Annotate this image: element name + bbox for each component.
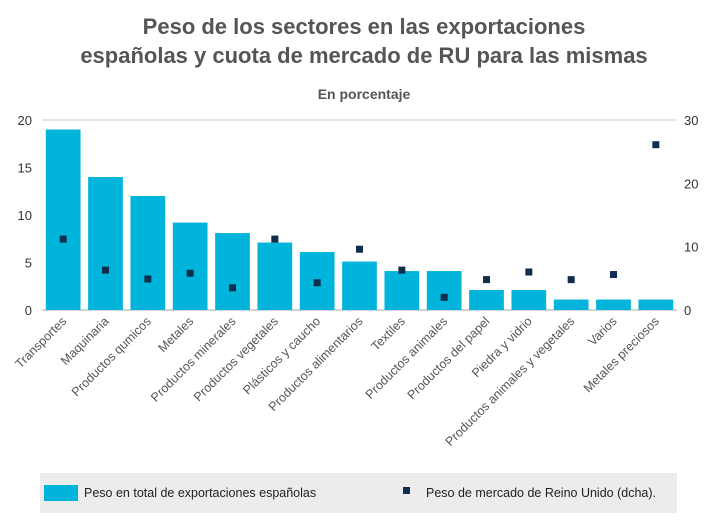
bar: [511, 290, 547, 310]
right-tick-label: 10: [684, 240, 698, 255]
left-tick-label: 15: [18, 161, 32, 176]
marker-point: [356, 245, 363, 253]
chart-title-line-2: españolas y cuota de mercado de RU para …: [80, 43, 647, 68]
bar: [384, 271, 420, 310]
legend-bar-label: Peso en total de exportaciones españolas: [84, 486, 316, 500]
bar: [638, 299, 674, 310]
category-label: Plásticos y caucho: [240, 314, 323, 397]
left-tick-label: 5: [25, 256, 32, 271]
marker-point: [313, 279, 321, 287]
left-tick-label: 20: [18, 113, 32, 128]
marker-point: [102, 266, 109, 274]
marker-point: [483, 276, 490, 284]
category-label: Varios: [585, 314, 619, 348]
legend-marker-swatch: [403, 487, 410, 494]
category-label: Metales: [155, 314, 196, 355]
right-axis: 0 10 20 30: [684, 113, 698, 318]
category-label: Productos del papel: [405, 314, 493, 402]
bar: [88, 177, 123, 310]
bar: [172, 222, 208, 310]
bar: [257, 242, 293, 310]
legend-marker-label: Peso de mercado de Reino Unido (dcha).: [426, 486, 656, 500]
legend-bar-swatch: [44, 485, 78, 501]
right-tick-label: 20: [684, 176, 698, 191]
left-axis: 0 5 10 15 20: [18, 113, 32, 318]
marker-point: [610, 271, 617, 279]
bar: [215, 233, 250, 310]
marker-point: [59, 235, 67, 243]
bar: [596, 299, 631, 310]
marker-point: [440, 293, 448, 301]
category-label: Metales preciosos: [581, 314, 662, 395]
marker-point: [652, 141, 660, 149]
left-tick-label: 10: [18, 208, 32, 223]
bar: [45, 129, 81, 310]
bar: [469, 290, 504, 310]
category-label: Transportes: [13, 314, 70, 371]
right-tick-label: 30: [684, 113, 698, 128]
category-label: Productos qumicos: [69, 314, 154, 399]
marker-point: [525, 268, 533, 276]
marker-point: [398, 266, 406, 274]
bar: [553, 299, 589, 310]
bar: [426, 271, 462, 310]
marker-point: [567, 276, 575, 284]
chart-subtitle: En porcentaje: [318, 86, 411, 102]
marker-point: [271, 235, 279, 243]
right-tick-label: 0: [684, 303, 691, 318]
left-tick-label: 0: [25, 303, 32, 318]
marker-series: [59, 141, 660, 301]
marker-point: [229, 284, 236, 292]
chart-title-line-1: Peso de los sectores en las exportacione…: [143, 14, 586, 39]
category-label: Textiles: [369, 314, 408, 353]
bar-series: [45, 129, 674, 310]
bar: [342, 261, 377, 310]
legend-background: [40, 473, 677, 513]
marker-point: [186, 269, 194, 277]
marker-point: [144, 275, 152, 283]
bar: [130, 196, 166, 310]
category-label: Productos animales: [363, 314, 451, 402]
